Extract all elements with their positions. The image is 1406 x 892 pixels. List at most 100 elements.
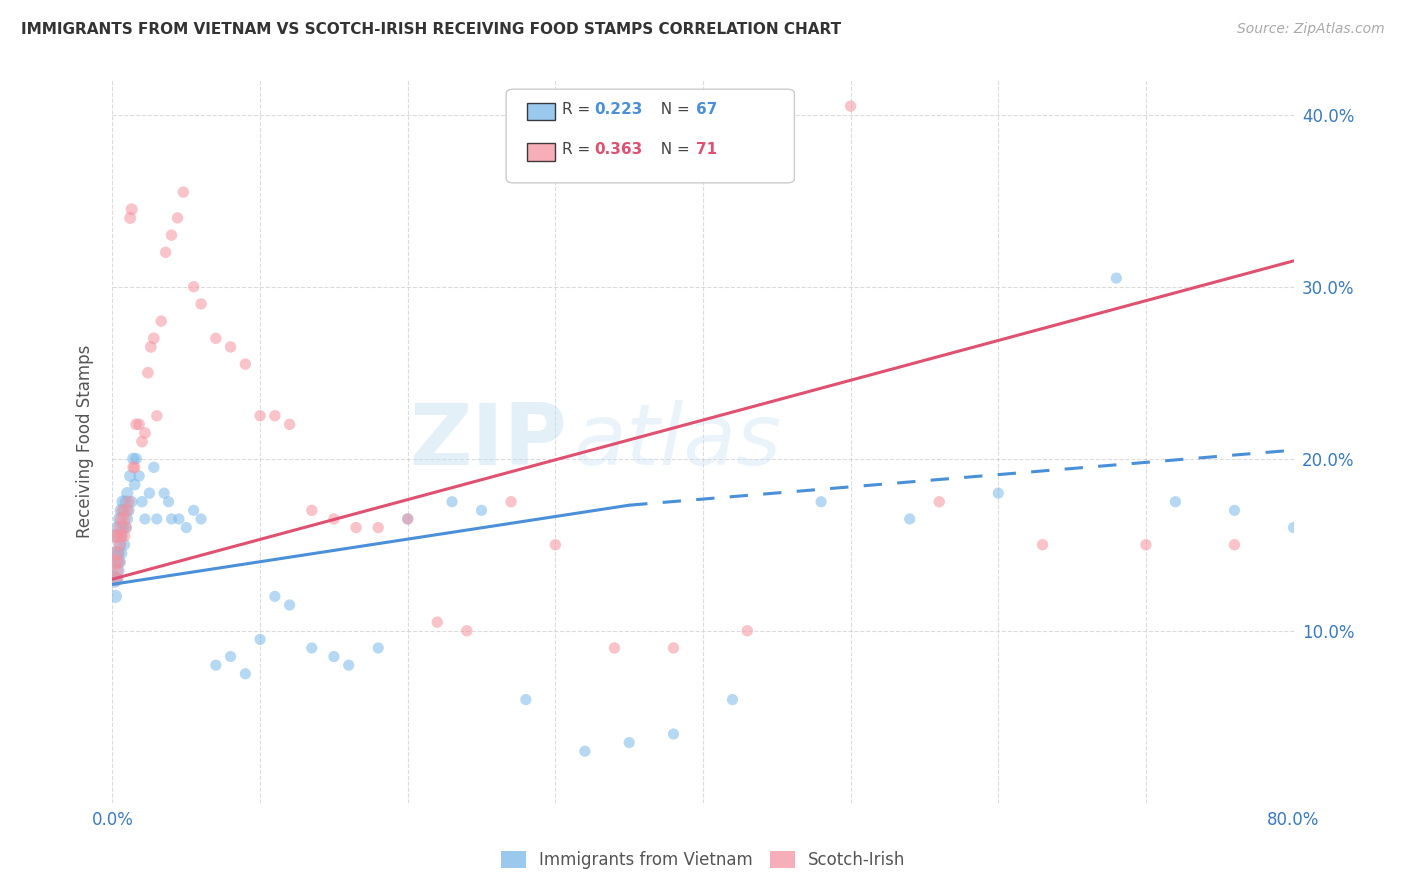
Point [107,546,129,560]
Point [1223,538,1246,552]
Point [120,211,142,225]
Point [249,632,271,647]
Point [122,451,145,466]
Point [105,546,128,560]
Point [219,649,242,664]
Point [150,314,173,328]
Text: Source: ZipAtlas.com: Source: ZipAtlas.com [1237,22,1385,37]
Point [134,512,156,526]
Text: N =: N = [651,103,695,117]
Point [337,658,360,673]
Point [108,520,131,534]
Point [157,494,180,508]
Point [1164,494,1187,508]
Point [1312,529,1334,543]
Point [112,503,135,517]
Point [117,486,138,500]
Point [166,211,188,225]
Point [183,503,205,517]
Point [501,494,523,508]
Text: 71: 71 [696,143,717,157]
Text: R =: R = [562,103,596,117]
Point [515,692,537,706]
Point [721,692,744,706]
Point [110,529,132,543]
Point [603,640,626,655]
Point [987,486,1010,500]
Point [146,512,169,526]
Point [544,538,567,552]
Point [619,735,641,749]
Text: R =: R = [562,143,596,157]
Point [108,538,131,552]
Point [233,357,256,371]
Point [155,245,177,260]
Point [107,555,129,569]
Point [396,512,419,526]
Point [928,494,950,508]
Point [111,494,134,508]
Point [1135,538,1157,552]
Point [142,460,165,475]
Point [104,590,127,604]
Text: 0.363: 0.363 [595,143,643,157]
Point [114,494,136,508]
Point [167,512,190,526]
Point [118,503,141,517]
Point [125,417,148,432]
Point [121,202,143,217]
Point [172,185,194,199]
Point [120,469,142,483]
Point [205,658,228,673]
Point [139,340,162,354]
Point [128,469,150,483]
Text: ZIP: ZIP [409,400,567,483]
Point [205,331,228,345]
Point [264,590,287,604]
Point [190,297,212,311]
Point [662,727,685,741]
Point [104,572,127,586]
Point [146,409,169,423]
Point [128,417,150,432]
Point [134,425,156,440]
Point [138,486,160,500]
Point [1105,271,1128,285]
Point [110,529,132,543]
Point [301,503,323,517]
Point [136,366,159,380]
Point [344,520,367,534]
Point [233,666,256,681]
Y-axis label: Receiving Food Stamps: Receiving Food Stamps [76,345,94,538]
Point [183,279,205,293]
Point [105,555,128,569]
Point [174,520,197,534]
Point [124,460,146,475]
Point [122,460,145,475]
Point [108,555,131,569]
Text: 0.223: 0.223 [595,103,643,117]
Point [249,409,271,423]
Point [323,512,346,526]
Point [105,529,128,543]
Point [103,572,125,586]
Point [118,494,141,508]
Point [104,546,127,560]
Point [125,451,148,466]
Point [117,503,138,517]
Point [107,529,129,543]
Point [153,486,176,500]
Point [426,615,449,630]
Point [662,640,685,655]
Point [117,512,138,526]
Point [112,529,135,543]
Point [456,624,478,638]
Point [470,503,494,517]
Point [278,417,301,432]
Text: atlas: atlas [574,400,782,483]
Point [108,512,131,526]
Point [1282,520,1305,534]
Point [112,512,135,526]
Point [1032,538,1054,552]
Point [396,512,419,526]
